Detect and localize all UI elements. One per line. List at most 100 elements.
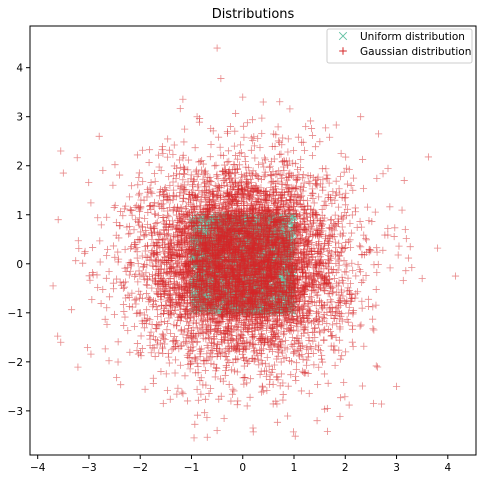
- data-point: [103, 251, 111, 260]
- data-point: [166, 182, 174, 190]
- data-point: [289, 172, 297, 180]
- data-point: [316, 284, 324, 292]
- data-point: [322, 201, 330, 209]
- data-point: [111, 253, 119, 261]
- data-point: [150, 344, 158, 352]
- data-point: [286, 169, 294, 177]
- data-point: [211, 162, 219, 170]
- data-point: [205, 389, 213, 398]
- data-point: [178, 342, 186, 350]
- data-point: [297, 387, 305, 395]
- data-point: [183, 340, 191, 348]
- data-point: [310, 361, 318, 369]
- data-point: [363, 203, 372, 211]
- data-point: [132, 309, 140, 318]
- data-point: [347, 181, 355, 190]
- data-point: [97, 221, 105, 229]
- data-point: [386, 264, 394, 272]
- data-point: [250, 142, 259, 150]
- data-point: [299, 355, 307, 363]
- data-point: [181, 125, 189, 133]
- data-point: [184, 178, 192, 186]
- data-point: [85, 272, 93, 280]
- data-point: [369, 303, 377, 311]
- data-point: [200, 168, 209, 176]
- data-point: [148, 284, 156, 292]
- data-point: [314, 380, 322, 389]
- data-point: [233, 155, 242, 163]
- data-point: [143, 289, 151, 298]
- data-point: [109, 242, 118, 250]
- data-point: [173, 164, 181, 172]
- data-point: [424, 153, 432, 161]
- data-point: [240, 380, 248, 388]
- data-point: [117, 381, 125, 389]
- data-point: [132, 295, 140, 303]
- data-point: [284, 135, 292, 143]
- data-point: [229, 359, 237, 367]
- data-point: [114, 338, 122, 346]
- data-point: [103, 213, 111, 221]
- data-point: [356, 322, 364, 330]
- chart-title: Distributions: [212, 7, 295, 22]
- data-point: [277, 174, 286, 182]
- data-point: [226, 122, 235, 131]
- data-point: [119, 212, 127, 220]
- data-point: [87, 199, 95, 207]
- data-point: [343, 315, 351, 324]
- data-point: [319, 176, 327, 184]
- data-point: [227, 397, 235, 405]
- data-point: [138, 146, 147, 154]
- data-point: [243, 379, 251, 387]
- data-point: [191, 144, 199, 152]
- data-point: [340, 168, 348, 176]
- data-point: [110, 203, 118, 212]
- data-point: [369, 315, 377, 323]
- data-point: [147, 178, 155, 187]
- data-point: [166, 395, 174, 403]
- data-point: [325, 247, 334, 255]
- data-point: [150, 169, 159, 178]
- data-point: [248, 334, 256, 342]
- data-point: [140, 232, 149, 240]
- data-point: [231, 127, 239, 135]
- data-point: [188, 182, 197, 190]
- data-point: [323, 171, 331, 179]
- data-point: [323, 427, 332, 436]
- data-point: [372, 301, 380, 309]
- data-point: [394, 251, 402, 259]
- data-point: [161, 335, 169, 344]
- data-point: [175, 345, 183, 353]
- data-point: [140, 231, 148, 239]
- data-point: [212, 363, 220, 371]
- data-point: [152, 219, 160, 228]
- data-point: [256, 371, 264, 379]
- data-point: [263, 323, 271, 331]
- data-point: [346, 236, 354, 244]
- data-point: [180, 138, 188, 146]
- data-point: [243, 402, 251, 410]
- data-point: [178, 388, 186, 396]
- data-point: [354, 261, 362, 269]
- data-point: [179, 330, 187, 338]
- data-point: [223, 158, 231, 166]
- data-point: [236, 141, 245, 149]
- data-point: [237, 177, 245, 185]
- data-point: [206, 384, 215, 393]
- data-point: [231, 323, 239, 331]
- data-point: [373, 244, 381, 252]
- data-point: [325, 237, 334, 246]
- data-point: [224, 147, 233, 155]
- data-point: [274, 123, 282, 131]
- data-point: [316, 329, 324, 337]
- data-point: [362, 234, 370, 242]
- data-point: [254, 134, 262, 142]
- data-point: [97, 299, 105, 308]
- data-point: [81, 249, 89, 257]
- data-point: [292, 183, 300, 191]
- data-point: [284, 412, 292, 420]
- data-point: [338, 277, 347, 285]
- data-point: [246, 375, 255, 383]
- data-point: [141, 214, 149, 222]
- data-point: [353, 288, 362, 296]
